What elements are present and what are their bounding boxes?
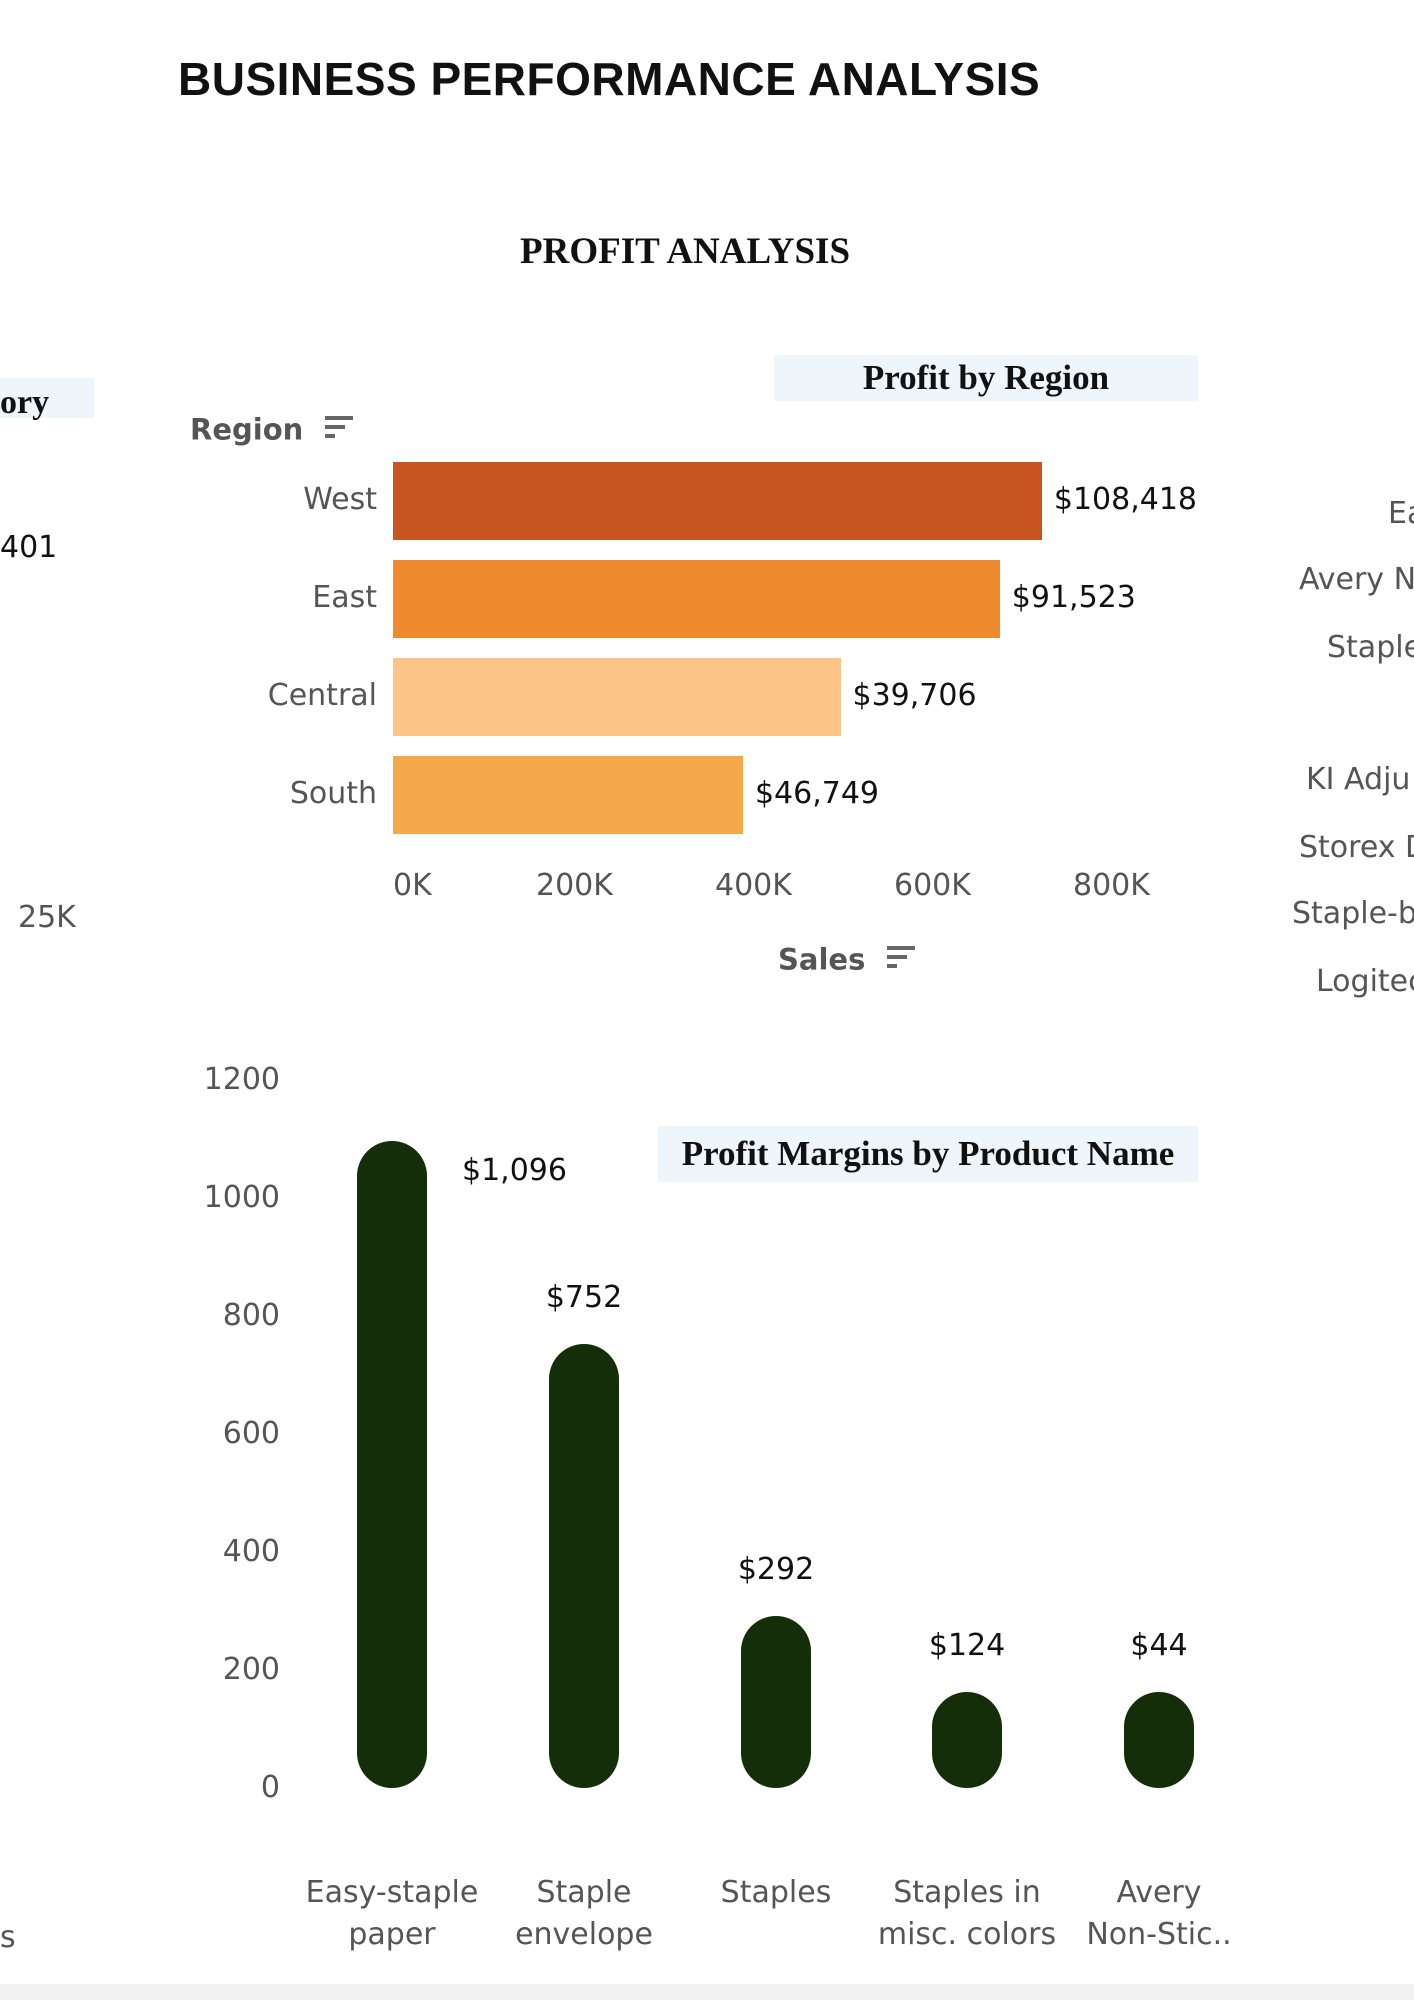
margin-category-label: Staple envelope — [484, 1872, 684, 1956]
margin-chart-title: Profit Margins by Product Name — [658, 1126, 1198, 1182]
left-panel-label-fragment: s — [0, 1920, 16, 1955]
sort-icon[interactable] — [323, 412, 355, 451]
region-bar — [393, 560, 1000, 638]
region-x-tick: 200K — [536, 868, 613, 903]
margin-category-label-line: Non-Stic.. — [1086, 1917, 1232, 1952]
margin-y-tick: 1200 — [203, 1062, 280, 1097]
margin-bar — [549, 1344, 619, 1788]
right-panel-label: Staple-b — [1292, 896, 1414, 931]
region-chart-title: Profit by Region — [774, 355, 1198, 401]
sales-axis-label: Sales — [778, 942, 866, 977]
margin-y-tick: 600 — [222, 1416, 280, 1451]
margin-category-label: Staples — [676, 1872, 876, 1914]
margin-category-label-line: Avery — [1116, 1875, 1202, 1910]
margin-y-tick: 1000 — [203, 1180, 280, 1215]
margin-value-label: $44 — [1130, 1628, 1188, 1663]
left-panel-title-fragment: ory — [0, 384, 50, 421]
margin-value-label: $124 — [928, 1628, 1006, 1663]
margin-category-label-line: envelope — [515, 1917, 653, 1952]
margin-bar — [357, 1141, 427, 1788]
left-panel-partial: ory 401 25K s — [0, 0, 96, 1960]
margin-bar-chart: 0 200 400 600 800 1000 1200 $1,096 Easy-staple pa… — [0, 1000, 1414, 1980]
region-x-tick: 0K — [393, 868, 432, 903]
margin-y-tick: 400 — [222, 1534, 280, 1569]
right-panel-label: Staple — [1327, 630, 1414, 665]
region-bar — [393, 756, 743, 834]
margin-bar — [1124, 1692, 1194, 1788]
region-axis-header-label: Region — [190, 412, 304, 447]
region-category-label: West — [303, 482, 377, 517]
region-axis-header[interactable]: Region — [190, 412, 355, 451]
margin-category-label-line: Staple — [536, 1875, 632, 1910]
margin-bar — [741, 1615, 811, 1788]
right-panel-partial: Ea Avery N Staple KI Adju Storex D Stapl… — [1280, 480, 1414, 1020]
margin-category-label: Easy-staple paper — [292, 1872, 492, 1956]
margin-category-label-line: Staples — [720, 1875, 832, 1910]
margin-bar — [932, 1692, 1002, 1788]
region-bar — [393, 462, 1042, 540]
region-category-label: South — [289, 776, 377, 811]
right-panel-label: Storex D — [1299, 830, 1414, 865]
right-panel-label: Logitec — [1316, 964, 1414, 999]
margin-category-label-line: Staples in — [893, 1875, 1041, 1910]
sales-axis-header[interactable]: Sales — [778, 942, 917, 981]
margin-value-label: $292 — [737, 1551, 815, 1587]
region-value-label: $46,749 — [754, 776, 879, 811]
right-panel-label: KI Adju — [1306, 762, 1411, 797]
margin-y-tick: 800 — [222, 1298, 280, 1333]
left-panel-axis-fragment: 25K — [18, 900, 76, 935]
region-value-label: $91,523 — [1011, 580, 1136, 615]
sort-icon[interactable] — [885, 942, 917, 981]
region-category-label: East — [312, 580, 377, 615]
region-x-tick: 800K — [1073, 868, 1150, 903]
region-x-tick: 600K — [894, 868, 971, 903]
margin-category-label-line: paper — [348, 1917, 436, 1952]
region-x-tick: 400K — [715, 868, 792, 903]
margin-y-tick: 0 — [260, 1770, 280, 1805]
region-bar-chart: West $108,418 East $91,523 Central $39,706 Sou… — [267, 462, 1198, 903]
region-category-label: Central — [267, 678, 377, 713]
margin-y-tick: 200 — [222, 1652, 280, 1687]
left-panel-title-bg — [0, 378, 94, 418]
left-panel-value-fragment: 401 — [0, 530, 58, 565]
right-panel-label: Avery N — [1299, 562, 1414, 597]
margin-category-label-line: misc. colors — [877, 1917, 1057, 1952]
margin-value-label: $752 — [545, 1280, 623, 1316]
margin-value-label: $1,096 — [462, 1153, 567, 1189]
margin-category-label: Staples in misc. colors — [867, 1872, 1067, 1956]
dashboard-title: BUSINESS PERFORMANCE ANALYSIS — [178, 53, 1041, 105]
footer-bar — [0, 1984, 1414, 2000]
section-title: PROFIT ANALYSIS — [520, 231, 851, 272]
region-bar — [393, 658, 841, 736]
margin-category-label-line: Easy-staple — [305, 1875, 479, 1910]
region-value-label: $108,418 — [1053, 482, 1198, 517]
margin-category-label: Avery Non-Stic.. — [1059, 1872, 1259, 1956]
region-value-label: $39,706 — [852, 678, 977, 713]
right-panel-label: Ea — [1388, 496, 1414, 531]
